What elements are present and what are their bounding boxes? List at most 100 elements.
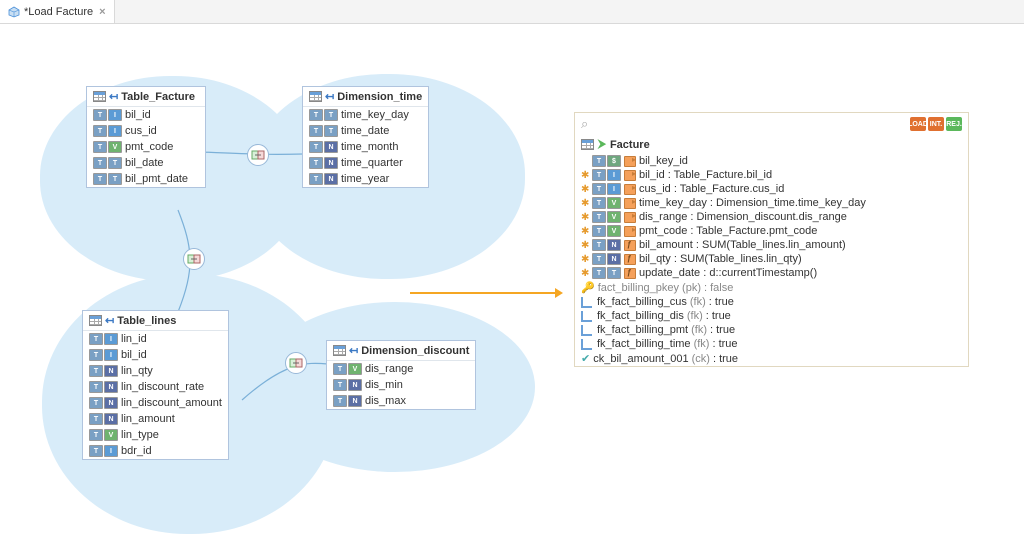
type-badge-T: T xyxy=(607,267,621,279)
column-row[interactable]: TIbdr_id xyxy=(83,443,228,459)
column-row[interactable]: TIbil_id xyxy=(83,347,228,363)
column-row[interactable]: TVpmt_code xyxy=(87,139,205,155)
column-row[interactable]: TNlin_amount xyxy=(83,411,228,427)
changed-star-icon: ✱ xyxy=(581,268,589,279)
column-row[interactable]: TIlin_id xyxy=(83,331,228,347)
entity-table_facture[interactable]: ↤Table_FactureTIbil_idTIcus_idTVpmt_code… xyxy=(86,86,206,188)
entity-header[interactable]: ↤Dimension_discount xyxy=(327,341,475,361)
column-row[interactable]: TIcus_id xyxy=(87,123,205,139)
mapping-row[interactable]: ✱TTupdate_date : d::currentTimestamp() xyxy=(575,266,968,280)
entity-dimension_discount[interactable]: ↤Dimension_discountTVdis_rangeTNdis_minT… xyxy=(326,340,476,410)
column-row[interactable]: TVdis_range xyxy=(327,361,475,377)
constraint-value: : true xyxy=(712,338,737,350)
mapping-text: dis_range : Dimension_discount.dis_range xyxy=(639,211,847,223)
action-chip-rej[interactable]: REJ. xyxy=(946,117,962,131)
constraint-row[interactable]: fk_fact_billing_dis (fk) : true xyxy=(575,309,968,323)
type-badge-T: T xyxy=(93,157,107,169)
column-row[interactable]: TNdis_max xyxy=(327,393,475,409)
editor-tab[interactable]: *Load Facture × xyxy=(0,0,115,23)
mapping-row[interactable]: ✱TIcus_id : Table_Facture.cus_id xyxy=(575,182,968,196)
type-badge-T: T xyxy=(592,155,606,167)
entity-header[interactable]: ↤Table_lines xyxy=(83,311,228,331)
entity-header[interactable]: ↤Table_Facture xyxy=(87,87,205,107)
mapping-row[interactable]: ✱TVpmt_code : Table_Facture.pmt_code xyxy=(575,224,968,238)
column-name: lin_qty xyxy=(121,365,153,377)
type-badge-T: T xyxy=(93,125,107,137)
table-icon xyxy=(93,91,106,102)
type-badge-I: I xyxy=(607,169,621,181)
entity-table_lines[interactable]: ↤Table_linesTIlin_idTIbil_idTNlin_qtyTNl… xyxy=(82,310,229,460)
constraint-row[interactable]: fk_fact_billing_time (fk) : true xyxy=(575,337,968,351)
type-badge-T: T xyxy=(89,365,103,377)
mapping-canvas[interactable]: ↤Table_FactureTIbil_idTIcus_idTVpmt_code… xyxy=(0,24,1024,511)
source-arrow-icon: ↤ xyxy=(105,314,114,327)
type-badge-V: V xyxy=(104,429,118,441)
constraint-type: (ck) xyxy=(692,353,710,365)
close-icon[interactable]: × xyxy=(99,6,105,18)
expr-icon xyxy=(624,156,636,167)
column-name: cus_id xyxy=(125,125,157,137)
join-node[interactable] xyxy=(183,248,205,270)
mapping-text: cus_id : Table_Facture.cus_id xyxy=(639,183,784,195)
constraint-row[interactable]: 🔑fact_billing_pkey (pk) : false xyxy=(575,280,968,295)
type-badge-V: V xyxy=(607,211,621,223)
column-row[interactable]: TNtime_quarter xyxy=(303,155,428,171)
changed-star-icon: ✱ xyxy=(581,198,589,209)
mapping-row[interactable]: ✱TIbil_id : Table_Facture.bil_id xyxy=(575,168,968,182)
column-row[interactable]: TNtime_month xyxy=(303,139,428,155)
type-badge-T: T xyxy=(592,211,606,223)
search-icon[interactable]: ⌕ xyxy=(581,116,588,132)
column-row[interactable]: TNlin_discount_rate xyxy=(83,379,228,395)
join-node[interactable] xyxy=(285,352,307,374)
join-node[interactable] xyxy=(247,144,269,166)
column-row[interactable]: TNlin_discount_amount xyxy=(83,395,228,411)
column-row[interactable]: TTbil_date xyxy=(87,155,205,171)
type-badge-I: I xyxy=(104,333,118,345)
changed-star-icon: ✱ xyxy=(581,184,589,195)
type-badge-T: T xyxy=(108,157,122,169)
mapping-row[interactable]: T$bil_key_id xyxy=(575,154,968,168)
column-row[interactable]: TNtime_year xyxy=(303,171,428,187)
type-badge-T: T xyxy=(89,445,103,457)
action-chip-load[interactable]: LOAD xyxy=(910,117,926,131)
constraint-name: fk_fact_billing_cus xyxy=(597,296,687,308)
changed-star-icon: ✱ xyxy=(581,170,589,181)
constraint-row[interactable]: ✔ck_bil_amount_001 (ck) : true xyxy=(575,351,968,366)
source-arrow-icon: ↤ xyxy=(109,90,118,103)
constraint-value: : true xyxy=(706,310,731,322)
type-badge-V: V xyxy=(108,141,122,153)
column-row[interactable]: TTbil_pmt_date xyxy=(87,171,205,187)
entity-dimension_time[interactable]: ↤Dimension_timeTTtime_key_dayTTtime_date… xyxy=(302,86,429,188)
target-header[interactable]: ⮞Facture xyxy=(575,135,968,154)
column-row[interactable]: TTtime_date xyxy=(303,123,428,139)
type-badge-N: N xyxy=(324,157,338,169)
constraint-row[interactable]: fk_fact_billing_cus (fk) : true xyxy=(575,295,968,309)
mapping-row[interactable]: ✱TNbil_amount : SUM(Table_lines.lin_amou… xyxy=(575,238,968,252)
table-icon xyxy=(333,345,346,356)
target-toolbar: ⌕ LOADINT.REJ. xyxy=(575,113,968,135)
mapping-text: pmt_code : Table_Facture.pmt_code xyxy=(639,225,817,237)
expr-icon xyxy=(624,198,636,209)
entity-name: Dimension_time xyxy=(337,91,422,103)
action-chip-int[interactable]: INT. xyxy=(928,117,944,131)
entity-header[interactable]: ↤Dimension_time xyxy=(303,87,428,107)
column-name: bil_id xyxy=(121,349,147,361)
mapping-row[interactable]: ✱TVdis_range : Dimension_discount.dis_ra… xyxy=(575,210,968,224)
column-row[interactable]: TNdis_min xyxy=(327,377,475,393)
tab-bar: *Load Facture × xyxy=(0,0,1024,24)
column-row[interactable]: TVlin_type xyxy=(83,427,228,443)
type-badge-N: N xyxy=(607,239,621,251)
mapping-row[interactable]: ✱TVtime_key_day : Dimension_time.time_ke… xyxy=(575,196,968,210)
type-badge-N: N xyxy=(607,253,621,265)
column-row[interactable]: TTtime_key_day xyxy=(303,107,428,123)
mapping-row[interactable]: ✱TNbil_qty : SUM(Table_lines.lin_qty) xyxy=(575,252,968,266)
fk-icon xyxy=(581,339,592,350)
column-row[interactable]: TNlin_qty xyxy=(83,363,228,379)
target-panel-facture[interactable]: ⌕ LOADINT.REJ. ⮞FactureT$bil_key_id✱TIbil_… xyxy=(574,112,969,367)
column-row[interactable]: TIbil_id xyxy=(87,107,205,123)
type-badge-T: T xyxy=(592,225,606,237)
constraint-row[interactable]: fk_fact_billing_pmt (fk) : true xyxy=(575,323,968,337)
constraint-type: (fk) xyxy=(691,324,707,336)
type-badge-N: N xyxy=(104,413,118,425)
type-badge-T: T xyxy=(309,125,323,137)
